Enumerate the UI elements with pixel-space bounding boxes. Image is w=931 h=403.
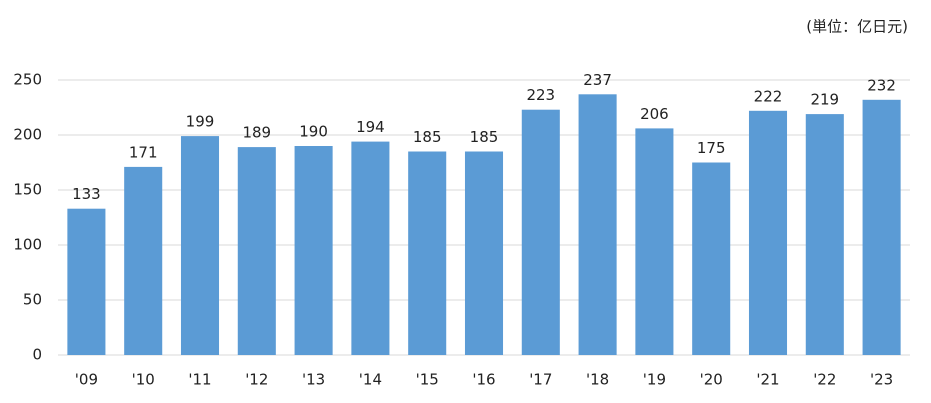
y-tick-label: 150 (13, 181, 42, 199)
bar (408, 151, 447, 355)
x-tick-label: '15 (416, 371, 439, 389)
data-label: 190 (299, 123, 328, 141)
x-tick-label: '11 (188, 371, 211, 389)
x-tick-label: '23 (870, 371, 893, 389)
data-label: 199 (186, 113, 215, 131)
bar (805, 114, 844, 355)
x-tick-label: '13 (302, 371, 325, 389)
bar (635, 128, 674, 355)
x-tick-label: '17 (529, 371, 552, 389)
bar (67, 208, 106, 355)
data-label: 185 (470, 128, 499, 146)
data-label: 189 (242, 124, 271, 142)
data-label: 237 (583, 71, 612, 89)
x-tick-label: '12 (245, 371, 268, 389)
bar (464, 151, 504, 355)
data-label: 175 (697, 139, 726, 157)
x-tick-label: '10 (132, 371, 155, 389)
x-tick-label: '21 (756, 371, 779, 389)
bar (294, 146, 333, 355)
y-tick-label: 200 (13, 126, 42, 144)
bar (862, 99, 901, 355)
data-label: 185 (413, 128, 442, 146)
data-label: 194 (356, 118, 385, 136)
x-tick-label: '18 (586, 371, 609, 389)
bar (351, 141, 390, 355)
x-tick-label: '19 (643, 371, 666, 389)
data-label: 171 (129, 143, 158, 161)
data-label: 232 (867, 76, 896, 94)
unit-label: (単位：亿日元) (806, 18, 908, 36)
bar (521, 109, 560, 355)
bar (692, 162, 731, 355)
y-tick-label: 100 (13, 236, 42, 254)
bar (237, 147, 276, 355)
data-label: 223 (526, 86, 555, 104)
data-label: 133 (72, 185, 101, 203)
data-label: 206 (640, 105, 669, 123)
x-tick-label: '22 (813, 371, 836, 389)
x-tick-label: '20 (700, 371, 723, 389)
x-tick-label: '09 (75, 371, 98, 389)
bar (578, 94, 617, 356)
data-label: 219 (810, 91, 839, 109)
y-tick-label: 250 (13, 71, 42, 89)
data-label: 222 (754, 87, 783, 105)
y-tick-label: 50 (23, 291, 42, 309)
bar (748, 110, 788, 355)
bar (180, 136, 220, 355)
bar (124, 166, 163, 355)
x-tick-label: '16 (472, 371, 495, 389)
x-tick-label: '14 (359, 371, 382, 389)
y-tick-label: 0 (32, 346, 42, 364)
